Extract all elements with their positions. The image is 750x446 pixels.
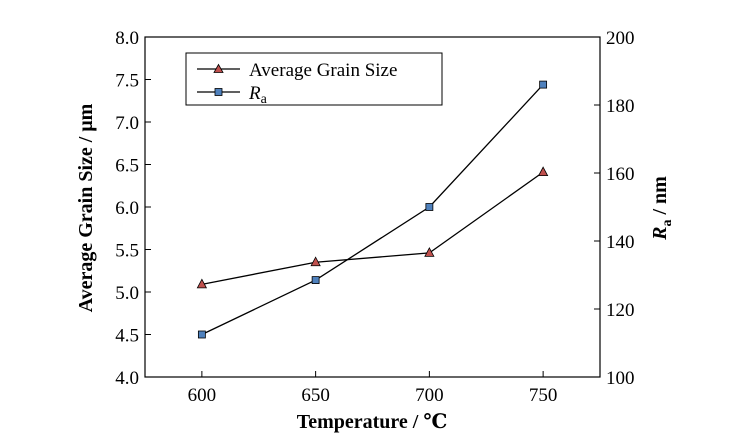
- data-point-ra: [425, 203, 434, 211]
- data-point-grain-size: [424, 247, 435, 257]
- legend-box: [185, 52, 443, 106]
- x-axis-title: Temperature / ℃: [297, 411, 448, 433]
- legend-label-ra-main: R: [248, 83, 261, 104]
- legend-marker-grain: [213, 63, 224, 73]
- left-y-tick-label: 7.5: [115, 71, 139, 92]
- x-tick-label: 700: [415, 385, 444, 406]
- left-y-tick-label: 6.0: [115, 198, 139, 219]
- right-y-tick-label: 140: [606, 232, 635, 253]
- left-y-axis-title: Average Grain Size / μm: [75, 103, 97, 312]
- right-y-axis-title-main: R: [649, 227, 671, 241]
- legend-label-ra-sub: a: [261, 92, 268, 107]
- data-point-grain-size: [310, 256, 321, 267]
- left-y-tick-label: 6.5: [115, 156, 139, 177]
- right-y-axis-title-sub: a: [660, 220, 675, 227]
- right-y-tick-label: 180: [606, 96, 635, 117]
- right-y-tick-label: 100: [606, 368, 635, 389]
- right-y-axis-title-unit: / nm: [649, 176, 671, 220]
- data-point-ra: [311, 276, 320, 285]
- legend-label-ra: Ra: [248, 83, 268, 107]
- right-y-tick-label: 160: [606, 164, 635, 185]
- x-tick-label: 650: [301, 385, 330, 406]
- data-point-grain-size: [196, 278, 208, 289]
- plot-area: 600 650 700 750 4.0 4.5 5.0 5.5 6.0 6.5 7.0 7.5 8.0 1…: [115, 28, 634, 406]
- right-y-tick-label: 200: [606, 28, 635, 49]
- legend-label-grain: Average Grain Size: [249, 60, 397, 81]
- right-y-axis-title: Ra / nm: [649, 176, 675, 241]
- left-y-tick-label: 7.0: [115, 113, 139, 134]
- series-line-grain-size: [201, 171, 544, 285]
- left-y-tick-label: 4.0: [115, 368, 139, 389]
- left-y-tick-label: 5.0: [115, 283, 139, 304]
- legend-marker-ra: [214, 88, 223, 96]
- data-point-ra: [197, 330, 206, 339]
- left-y-tick-label: 5.5: [115, 241, 139, 262]
- data-point-ra: [539, 80, 548, 89]
- x-tick-label: 600: [188, 385, 217, 406]
- left-y-tick-label: 8.0: [115, 28, 139, 49]
- data-point-grain-size: [537, 166, 549, 177]
- series-line-ra: [201, 84, 544, 336]
- left-y-tick-label: 4.5: [115, 326, 139, 347]
- legend: Average Grain Size Ra: [185, 52, 443, 107]
- x-tick-label: 750: [529, 385, 558, 406]
- right-y-tick-label: 120: [606, 300, 635, 321]
